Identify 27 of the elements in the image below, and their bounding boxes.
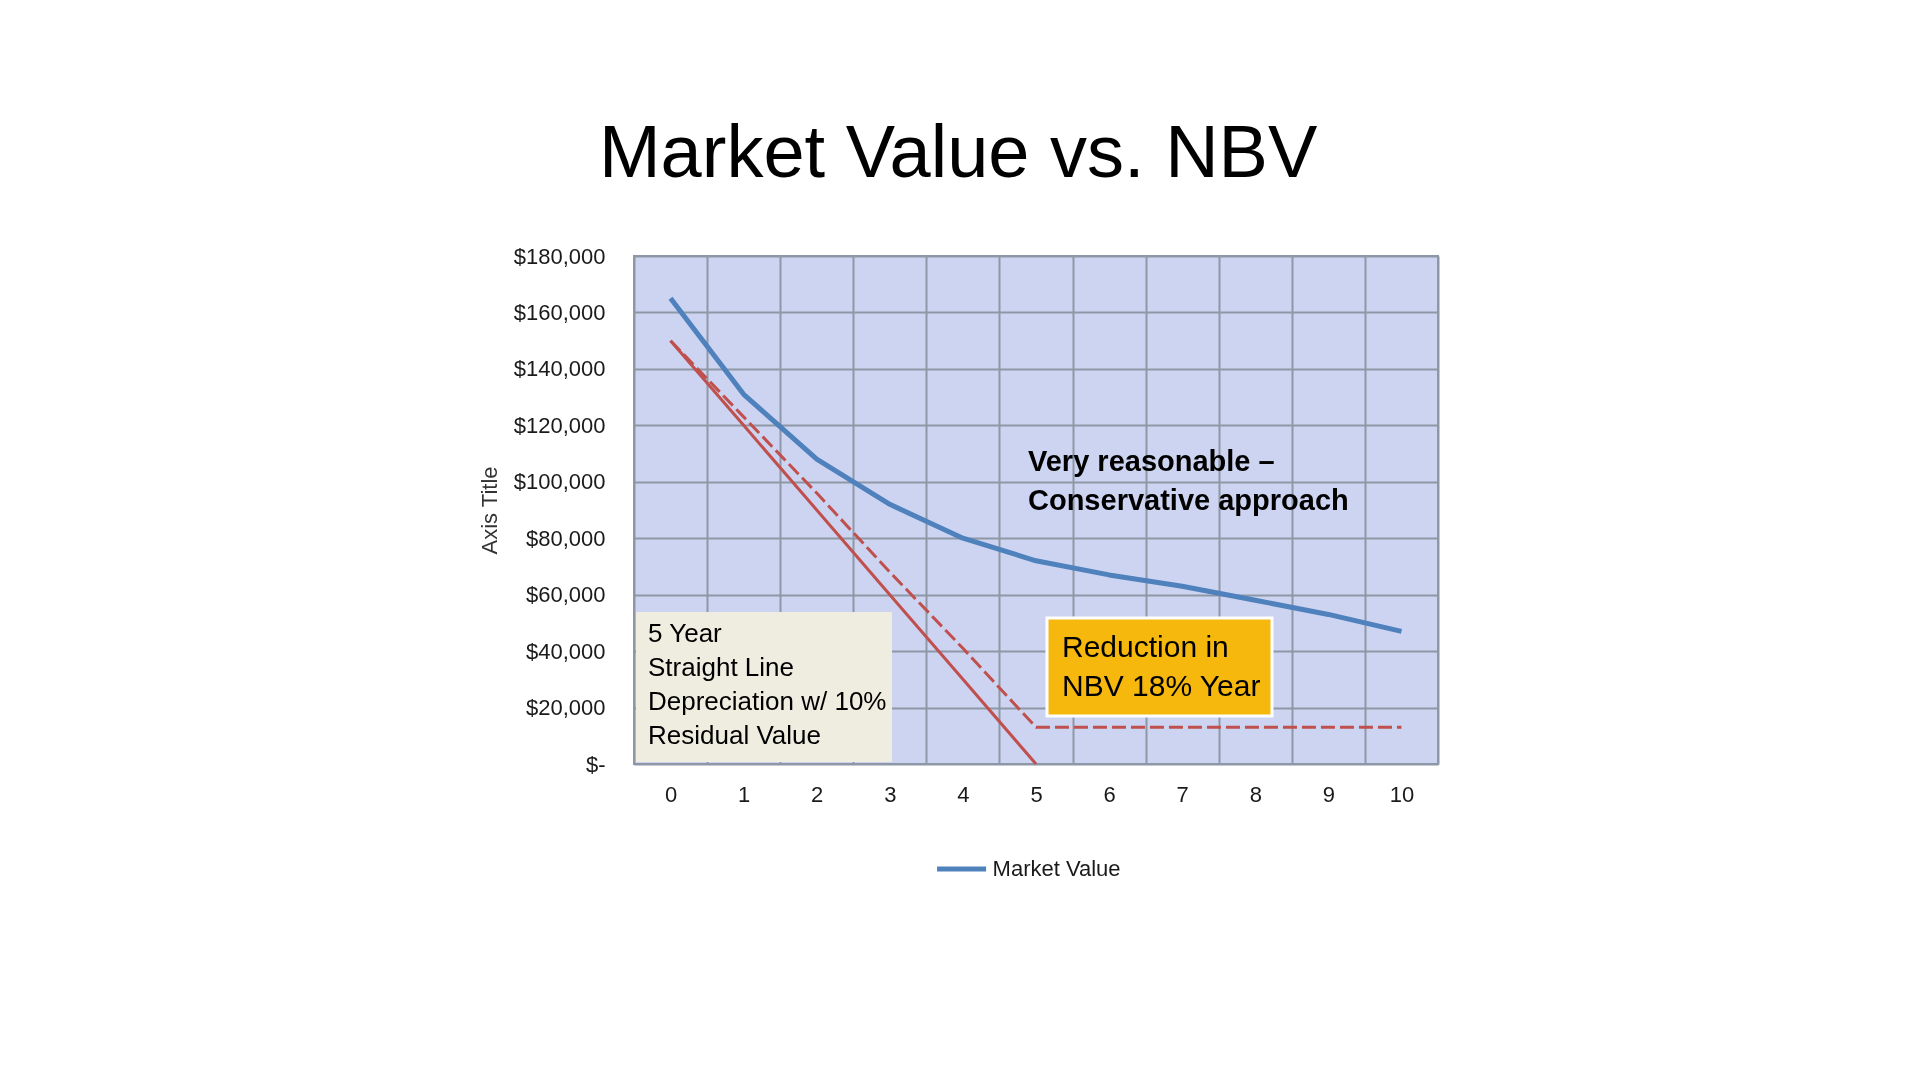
x-tick-label: 4 [957, 781, 970, 807]
y-tick-label: $100,000 [513, 469, 606, 495]
y-tick-label: $80,000 [525, 525, 606, 551]
y-axis-title: Axis Title [476, 466, 502, 555]
x-tick-label: 9 [1322, 781, 1335, 807]
x-tick-label: 2 [811, 781, 824, 807]
legend-label: Market Value [992, 856, 1121, 881]
y-tick-label: $180,000 [513, 243, 606, 269]
x-tick-label: 8 [1249, 781, 1262, 807]
x-tick-label: 7 [1176, 781, 1189, 807]
x-tick-label: 6 [1103, 781, 1116, 807]
annotation: Reduction in NBV 18% Year [1062, 630, 1261, 702]
annotation: Very reasonable – Conservative approach [1028, 445, 1349, 516]
x-tick-label: 0 [664, 781, 678, 807]
x-tick-label: 1 [738, 781, 751, 807]
x-tick-label: 3 [884, 781, 897, 807]
y-tick-label: $40,000 [525, 638, 606, 664]
y-tick-label: $60,000 [525, 582, 606, 608]
y-tick-label: $160,000 [513, 299, 606, 325]
x-tick-label: 10 [1389, 781, 1415, 807]
y-tick-label: $- [585, 751, 606, 777]
annotation: 5 Year Straight Line Depreciation w/ 10% Residual Value [648, 618, 887, 750]
y-tick-label: $20,000 [525, 695, 606, 721]
y-tick-label: $140,000 [513, 356, 606, 382]
y-tick-label: $120,000 [513, 412, 606, 438]
x-tick-label: 5 [1030, 781, 1043, 807]
chart-title: Market Value vs. NBV [598, 110, 1318, 193]
